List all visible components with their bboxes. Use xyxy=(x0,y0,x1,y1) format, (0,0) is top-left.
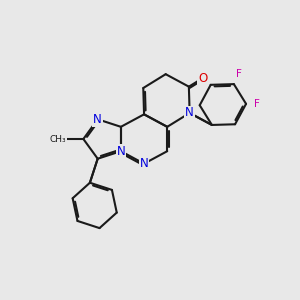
Text: F: F xyxy=(254,98,260,109)
Text: N: N xyxy=(140,157,148,170)
Text: F: F xyxy=(236,69,242,79)
Text: N: N xyxy=(116,145,125,158)
Text: CH₃: CH₃ xyxy=(50,134,66,143)
Text: N: N xyxy=(185,106,194,119)
Text: N: N xyxy=(93,113,102,126)
Text: O: O xyxy=(198,72,207,85)
